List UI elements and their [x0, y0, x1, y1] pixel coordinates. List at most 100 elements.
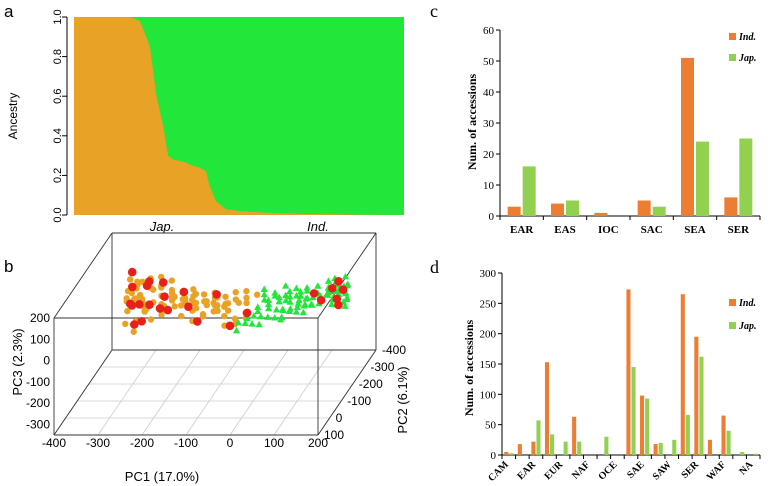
point-highlight: [316, 295, 326, 305]
bar-jap: [699, 356, 704, 455]
point-jap: [128, 289, 136, 297]
z-tick-label: -400: [382, 343, 406, 357]
point-highlight: [145, 277, 154, 286]
bars: [504, 289, 758, 455]
point-jap: [224, 307, 232, 314]
chart-a-ancestry: 0.0 0.2 0.4 0.6 0.8 1.0 Ancestry Jap. Ind.: [6, 9, 404, 234]
point-ind: [264, 296, 272, 303]
y-axis-label: Num. of accessions: [465, 74, 479, 171]
point-ind: [260, 285, 268, 293]
bar-ind: [531, 441, 536, 455]
z-tick-label: 0: [336, 411, 343, 425]
legend-label-jap: Jap.: [738, 53, 757, 64]
box-edge: [317, 349, 377, 436]
point-ind: [241, 319, 249, 327]
point-ind: [282, 296, 290, 304]
point-jap: [200, 291, 208, 298]
point-jap: [221, 312, 228, 320]
grid-line: [97, 349, 157, 436]
x-tick-label: 100: [264, 436, 284, 450]
bar-jap: [672, 439, 677, 455]
point-ind: [272, 306, 281, 313]
point-highlight: [127, 267, 137, 277]
y-tick-label: 0.2: [52, 168, 64, 183]
point-jap: [235, 299, 242, 306]
y-tick-label: 0: [491, 450, 497, 462]
bars: [507, 57, 753, 217]
bar-jap: [566, 200, 579, 216]
bar-jap: [645, 398, 650, 455]
x-tick-label: 200: [308, 436, 328, 450]
y-tick-label: 100: [480, 389, 497, 401]
point-jap: [192, 305, 200, 312]
x-tick-label: -200: [130, 436, 154, 450]
point-highlight: [163, 305, 173, 315]
legend: Ind. Jap.: [729, 298, 757, 332]
bar-jap: [604, 436, 609, 455]
point-highlight: [225, 321, 235, 331]
point-ind: [292, 284, 301, 292]
point-jap: [192, 299, 200, 307]
point-highlight: [309, 289, 319, 298]
point-highlight: [334, 300, 343, 310]
bar-ind: [594, 212, 608, 216]
point-ind: [243, 314, 251, 322]
x-tick-label: -100: [174, 436, 198, 450]
bar-ind: [724, 197, 738, 216]
x-tick-label: -400: [42, 436, 66, 450]
point-ind: [341, 272, 350, 280]
z-tick-label: -200: [359, 377, 383, 391]
chart-d-bars: 0 50 100 150 200 250 300 CAM EAR EUR NAF OCE SAE SAW S…: [462, 268, 761, 484]
x-tick-label: OCE: [596, 459, 619, 482]
legend-swatch-jap: [729, 54, 736, 61]
point-highlight: [158, 278, 168, 287]
point-jap: [122, 320, 129, 328]
x-tick-label: SAC: [641, 224, 663, 236]
bar-jap: [577, 441, 582, 455]
bar-jap: [509, 453, 514, 455]
point-highlight: [184, 302, 193, 311]
bar-ind: [626, 289, 631, 455]
point-jap: [192, 290, 200, 298]
bar-jap: [696, 141, 709, 216]
point-ind: [260, 290, 268, 298]
y-tick-label: -200: [26, 396, 50, 410]
point-jap: [168, 286, 176, 294]
point-ind: [303, 284, 311, 291]
bar-jap: [726, 430, 731, 455]
point-highlight: [328, 283, 337, 293]
point-jap: [243, 299, 250, 307]
y-tick-label: 200: [480, 329, 497, 341]
z-axis-label: PC2 (6.1%): [395, 366, 410, 433]
y-tick-label: 200: [30, 311, 50, 325]
point-jap: [199, 313, 207, 320]
x-tick-label: -300: [86, 436, 110, 450]
point-ind: [275, 297, 283, 305]
point-highlight: [128, 282, 137, 292]
point-ind: [275, 293, 283, 301]
bar-ind: [680, 294, 685, 455]
y-tick-label: 50: [483, 56, 495, 68]
point-highlight: [192, 317, 202, 326]
bar-jap: [550, 434, 555, 455]
point-ind: [286, 293, 294, 300]
legend-swatch-ind: [729, 299, 736, 306]
bar-ind: [507, 206, 521, 216]
x-tick-label: IOC: [598, 224, 619, 236]
bar-jap: [685, 414, 690, 455]
legend-label-ind: Ind.: [738, 298, 756, 309]
point-ind: [286, 287, 294, 295]
point-ind: [254, 307, 262, 315]
point-ind: [250, 312, 258, 319]
bar-jap: [631, 367, 636, 455]
point-jap: [214, 302, 221, 309]
z-tick-label: -300: [370, 360, 394, 374]
point-jap: [147, 316, 155, 323]
x-tick-label: EAR: [510, 224, 534, 236]
point-ind: [264, 313, 272, 320]
box-edge: [317, 232, 377, 319]
x-tick-label: CAM: [486, 459, 511, 484]
point-ind: [293, 303, 301, 311]
y-tick-label: 0.8: [52, 49, 64, 64]
